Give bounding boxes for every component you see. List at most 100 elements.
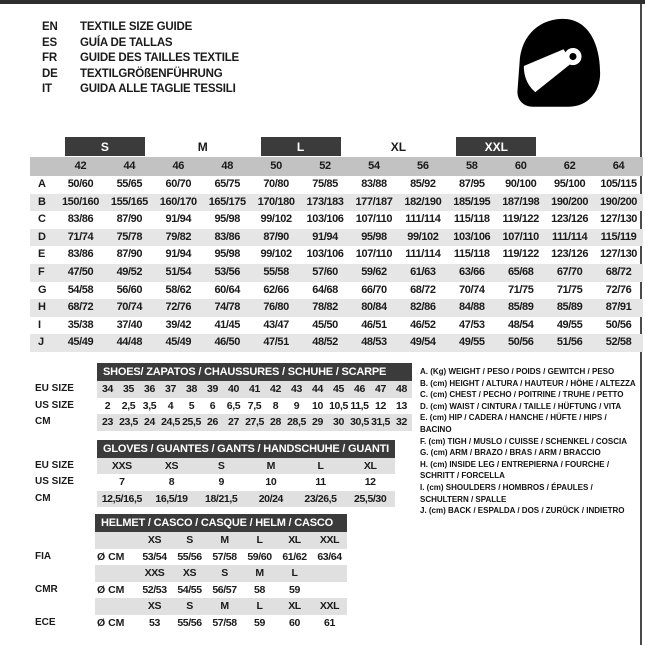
cell-value: 6: [209, 399, 216, 412]
cell-value: L: [277, 565, 312, 582]
language-code: FR: [42, 52, 57, 64]
cell-value: 2,5: [121, 399, 136, 412]
measurement-value: 66/70: [361, 283, 387, 296]
measurement-row-g: G 54/58 56/60 58/62 60/64 62/66 64/68 66/70 68/7…: [30, 282, 643, 300]
spacer: [35, 514, 95, 532]
measurement-value: 84/88: [459, 301, 485, 314]
measurement-row-f: F 47/50 49/52 51/54 53/56 55/58 57/60 59/62 61/6…: [30, 263, 643, 282]
measurement-value: 49/55: [556, 318, 583, 331]
measurement-value: 87/90: [116, 213, 143, 226]
measurement-value: 78/82: [312, 301, 338, 314]
measurement-value: 103/106: [453, 230, 491, 243]
cell-value: 60: [289, 616, 300, 629]
row-label: EU SIZE: [35, 381, 97, 398]
measurement-value: 48/53: [361, 336, 387, 349]
full-face-helmet-icon: [505, 14, 620, 120]
measurement-value: 115/118: [453, 213, 490, 226]
measurement-row-i: I 35/38 37/40 39/42 41/45 43/47 45/50 46/51 46/5…: [30, 317, 643, 335]
measurement-value: 65/75: [214, 178, 240, 190]
cell-value: 7: [119, 476, 125, 488]
cell-value: XXS: [137, 565, 172, 582]
legend-item: G. (cm) ARM / BRAZO / BRAS / ARM / BRACC…: [420, 448, 601, 458]
measurement-value: 46/52: [410, 318, 436, 331]
measurement-value: 95/100: [553, 178, 586, 190]
row-label: CM: [35, 490, 97, 507]
measurement-row-d: D 71/74 75/78 79/82 83/86 87/90 91/94 95/98 99/1…: [30, 228, 643, 247]
size-group-xxl: XXL: [456, 137, 537, 156]
measurement-value: 87/90: [116, 248, 143, 261]
measurement-value: 82/86: [410, 301, 436, 314]
cell-value: 18/21,5: [196, 490, 246, 507]
measurement-value: 115/118: [453, 248, 490, 261]
size-value: 54: [368, 160, 380, 172]
cell-value: L: [242, 598, 277, 615]
legend-item: C. (cm) CHEST / PECHO / POITRINE / TRUHE…: [420, 390, 624, 400]
cell-value: 38: [181, 381, 202, 398]
legend-item: H. (cm) INSIDE LEG / ENTREPIERNA / FOURC…: [420, 459, 610, 481]
measurement-value: 111/114: [405, 213, 441, 226]
measurement-value: 65/68: [507, 265, 534, 278]
cell-value: 52/53: [142, 583, 167, 596]
measurement-value: 87/95: [459, 178, 485, 190]
size-group-s: S: [65, 137, 145, 156]
cell-value: 56/57: [212, 583, 237, 596]
measurement-value: 75/78: [116, 230, 143, 243]
measurement-value: 59/62: [361, 265, 387, 278]
cell-value: 9: [218, 476, 224, 488]
measurement-value: 85/89: [507, 301, 534, 314]
cell-value: 16,5/19: [146, 490, 197, 507]
size-value: 64: [612, 160, 625, 172]
row-label: C: [38, 213, 46, 226]
row-label: B: [38, 195, 46, 208]
measurement-row-a: A 50/60 55/65 60/70 65/75 70/80 75/85 83/88 85/9…: [30, 176, 643, 194]
measurement-value: 182/190: [404, 195, 442, 208]
measurement-value: 44/48: [116, 336, 143, 349]
legend-item: J. (cm) BACK / ESPALDA / DOS / ZURÜCK / …: [420, 506, 625, 516]
cell-value: 41: [244, 381, 265, 398]
row-label: F: [38, 265, 45, 278]
legend-item: E. (cm) HIP / CADERA / HANCHE / HÜFTE / …: [420, 413, 607, 434]
legend-item: B. (cm) HEIGHT / ALTURA / HAUTEUR / HÖHE…: [420, 378, 636, 388]
measurement-value: 85/92: [410, 178, 436, 190]
cell-value: 4: [167, 399, 174, 412]
cell-value: 59: [254, 616, 265, 629]
cell-value: 47: [370, 381, 391, 398]
measurement-value: 83/86: [214, 230, 240, 243]
table-row: XS S M L XL XXL: [35, 598, 347, 615]
row-label: FIA: [35, 548, 95, 565]
row-label: G: [38, 283, 47, 296]
measurement-value: 107/110: [355, 213, 393, 226]
measurement-value: 48/52: [312, 336, 338, 349]
row-label: A: [38, 178, 46, 190]
cell-value: XXL: [312, 532, 347, 549]
legend-item: F. (cm) TIGH / MUSLO / CUISSE / SCHENKEL…: [420, 436, 627, 446]
row-label: CMR: [35, 581, 95, 598]
measurement-value: 46/51: [361, 318, 387, 331]
cell-value: 11: [315, 476, 326, 488]
measurement-value: 63/66: [459, 265, 485, 278]
table-row: ECE Ø CM 53 55/56 57/58 59 60 61: [35, 614, 347, 631]
measurement-value: 45/49: [67, 336, 94, 349]
unit-label: Ø CM: [97, 550, 125, 563]
measurement-value: 47/51: [263, 336, 289, 349]
table-row: CMR Ø CM 52/53 54/55 56/57 58 59: [35, 581, 347, 598]
measurement-value: 185/195: [453, 195, 491, 208]
cell-value: 23,5: [118, 414, 139, 431]
measurement-value: 72/76: [605, 283, 632, 296]
cell-value: 61/62: [282, 550, 307, 563]
measurement-value: 91/94: [165, 248, 192, 261]
legend-item: D. (cm) WAIST / CINTURA / TAILLE / HÜFTU…: [420, 401, 622, 411]
spacer: [30, 157, 56, 176]
table-row: EU SIZE XXS XS S M L XL: [35, 457, 395, 474]
row-label: J: [38, 336, 45, 349]
measurement-value: 83/88: [361, 178, 387, 190]
unit-label: [95, 598, 137, 615]
measurement-value: 62/66: [263, 283, 289, 296]
cell-value: 23: [97, 414, 118, 431]
measurement-value: 91/94: [312, 230, 338, 243]
cell-value: 24,5: [160, 414, 181, 431]
cell-value: 20/24: [246, 490, 296, 507]
cell-value: 29: [307, 414, 328, 431]
measurement-value: 51/56: [556, 336, 583, 349]
cell-value: M: [207, 532, 242, 549]
